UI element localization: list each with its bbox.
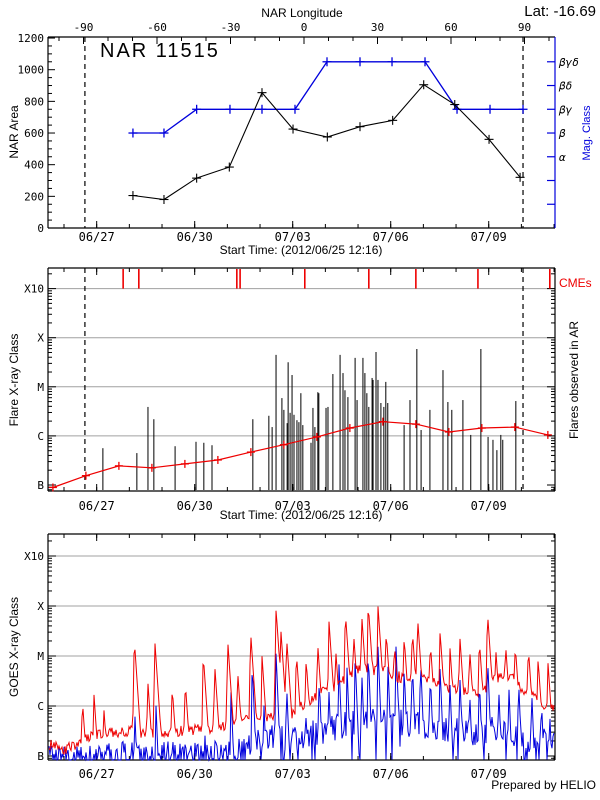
tick-label: M — [37, 381, 44, 394]
tick-label: -60 — [147, 21, 167, 34]
tick-label: 06/27 — [79, 767, 115, 781]
tick-label: C — [37, 700, 44, 713]
longitude-axis-title: NAR Longitude — [261, 6, 343, 20]
tick-label: 07/09 — [471, 230, 507, 244]
tick-label: 07/03 — [275, 230, 311, 244]
tick-label: 07/09 — [471, 499, 507, 513]
goes-y-axis-title: GOES X-ray Class — [7, 596, 21, 698]
tick-label: 06/27 — [79, 499, 115, 513]
tick-label: βγδ — [558, 56, 579, 69]
flare-panel-caption: Start Time: (2012/06/25 12:16) — [219, 508, 383, 522]
tick-label: 07/03 — [275, 767, 311, 781]
tick-label: 400 — [24, 159, 44, 172]
latitude-label: Lat: -16.69 — [524, 3, 596, 20]
tick-label: X10 — [24, 550, 44, 563]
tick-label: βγ — [558, 103, 573, 116]
credit-label: Prepared by HELIO — [491, 778, 596, 792]
flare-index-curve — [48, 417, 552, 492]
tick-label: 1000 — [18, 64, 45, 77]
tick-label: 07/06 — [373, 767, 409, 781]
tick-label: M — [37, 650, 44, 663]
nar-area-series — [128, 80, 525, 205]
goes-long-series — [48, 606, 555, 756]
tick-label: βδ — [558, 80, 572, 93]
area-panel: -90 -60 -30 0 30 60 90 0 200 400 600 800 1000 1200 βγδ… — [18, 21, 579, 244]
area-panel-caption: Start Time: (2012/06/25 12:16) — [219, 243, 383, 257]
tick-label: 30 — [371, 21, 384, 34]
tick-label: 0 — [37, 222, 44, 235]
tick-label: 07/06 — [373, 499, 409, 513]
tick-label: C — [37, 430, 44, 443]
tick-label: 600 — [24, 127, 44, 140]
tick-label: 0 — [301, 21, 308, 34]
tick-label: α — [559, 151, 566, 164]
cme-label: CMEs — [559, 276, 592, 290]
tick-label: 06/30 — [177, 767, 213, 781]
mag-class-series — [128, 57, 528, 138]
tick-label: 1200 — [18, 32, 45, 45]
tick-label: -30 — [221, 21, 241, 34]
mag-class-axis-title: Mag. Class — [581, 105, 593, 161]
tick-label: 90 — [518, 21, 531, 34]
cme-ticks — [122, 269, 551, 289]
tick-label: 07/06 — [373, 230, 409, 244]
area-panel-title: NAR 11515 — [100, 40, 220, 62]
tick-label: 06/27 — [79, 230, 115, 244]
flare-panel: B C M X X10 06/27 06/30 07/03 07/06 07/09 — [24, 267, 556, 513]
tick-label: X10 — [24, 283, 44, 296]
tick-label: X — [37, 332, 44, 345]
tick-label: X — [37, 600, 44, 613]
tick-label: 200 — [24, 190, 44, 203]
tick-label: 07/03 — [275, 499, 311, 513]
flares-observed-axis-title: Flares observed in AR — [567, 320, 581, 440]
tick-label: β — [558, 127, 566, 140]
tick-label: 06/30 — [177, 230, 213, 244]
goes-short-series — [48, 646, 555, 762]
tick-label: 60 — [444, 21, 457, 34]
tick-label: B — [37, 750, 44, 763]
flare-lines — [102, 348, 517, 490]
tick-label: 07/09 — [471, 767, 507, 781]
tick-label: B — [37, 479, 44, 492]
tick-label: 800 — [24, 95, 44, 108]
tick-label: -90 — [74, 21, 94, 34]
flare-y-axis-title: Flare X-ray Class — [7, 333, 21, 427]
area-y-axis-title: NAR Area — [7, 105, 21, 159]
tick-label: 06/30 — [177, 499, 213, 513]
